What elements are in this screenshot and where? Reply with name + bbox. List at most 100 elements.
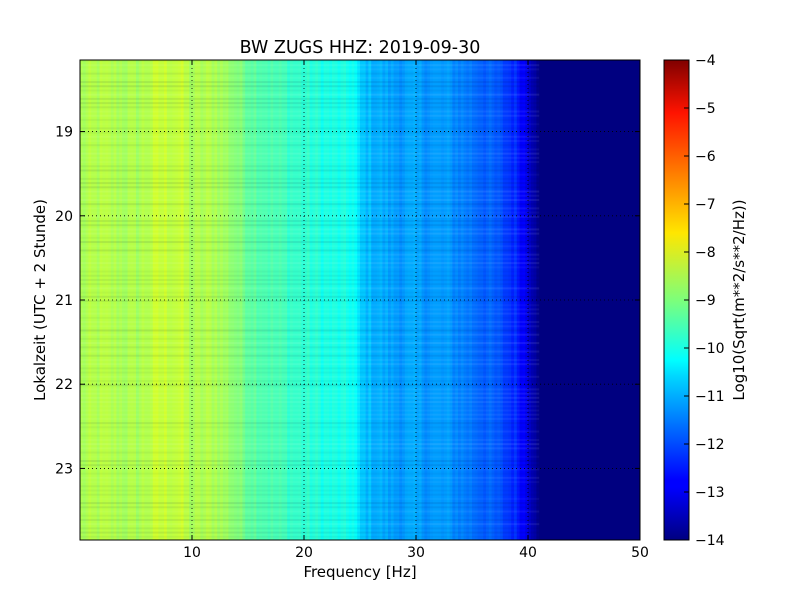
y-tick-label: 20 bbox=[55, 209, 73, 225]
heatmap-column bbox=[206, 60, 210, 540]
heatmap-stripe bbox=[80, 430, 540, 433]
heatmap-stripe bbox=[80, 85, 540, 88]
heatmap-stripe bbox=[80, 169, 540, 172]
y-tick-label: 23 bbox=[55, 461, 73, 477]
heatmap-column bbox=[385, 60, 389, 540]
heatmap-stripe bbox=[80, 253, 540, 256]
heatmap-column bbox=[340, 60, 344, 540]
heatmap-column bbox=[276, 60, 280, 540]
heatmap-stripe bbox=[80, 531, 540, 534]
heatmap-column bbox=[413, 60, 417, 540]
heatmap-column bbox=[220, 60, 224, 540]
x-tick-label: 20 bbox=[295, 545, 313, 561]
heatmap-column bbox=[508, 60, 512, 540]
heatmap-stripe bbox=[80, 413, 540, 416]
heatmap-stripe bbox=[80, 506, 540, 509]
heatmap-stripe bbox=[80, 97, 540, 100]
heatmap-stripe bbox=[80, 358, 540, 361]
heatmap-column bbox=[544, 60, 548, 540]
heatmap-stripe bbox=[80, 485, 540, 488]
heatmap-column bbox=[225, 60, 229, 540]
heatmap-column bbox=[320, 60, 324, 540]
heatmap-column bbox=[603, 60, 607, 540]
heatmap-column bbox=[105, 60, 109, 540]
heatmap-column bbox=[323, 60, 327, 540]
y-axis: 19 20 21 22 23 bbox=[55, 125, 640, 477]
heatmap-stripe bbox=[80, 68, 540, 71]
heatmap-stripe bbox=[80, 489, 540, 492]
heatmap-stripe bbox=[80, 325, 540, 328]
heatmap-column bbox=[337, 60, 341, 540]
heatmap-stripe bbox=[80, 215, 540, 218]
heatmap-column bbox=[292, 60, 296, 540]
heatmap-column bbox=[273, 60, 277, 540]
heatmap-column bbox=[600, 60, 604, 540]
heatmap-stripe bbox=[80, 473, 539, 475]
heatmap-stripe bbox=[80, 493, 540, 496]
heatmap-column bbox=[374, 60, 378, 540]
heatmap-stripe bbox=[80, 266, 540, 269]
colorbar: −4 −5 −6 −7 −8 −9 −10 −11 −12 −13 −14 Log10(Sqrt(m… bbox=[663, 53, 748, 549]
heatmap-stripe bbox=[80, 502, 540, 505]
heatmap-stripe bbox=[80, 93, 540, 96]
heatmap-column bbox=[393, 60, 397, 540]
heatmap-column bbox=[497, 60, 501, 540]
heatmap-column bbox=[441, 60, 445, 540]
x-tick-label: 10 bbox=[183, 545, 201, 561]
heatmap-column bbox=[253, 60, 257, 540]
heatmap-column bbox=[388, 60, 392, 540]
heatmap-stripe bbox=[80, 131, 540, 134]
heatmap-stripe bbox=[80, 207, 540, 210]
heatmap-stripe bbox=[80, 76, 540, 79]
heatmap-stripe bbox=[80, 203, 540, 206]
heatmap-column bbox=[505, 60, 509, 540]
heatmap-column bbox=[239, 60, 243, 540]
heatmap-stripe bbox=[80, 186, 540, 189]
heatmap-column bbox=[248, 60, 252, 540]
heatmap-column bbox=[368, 60, 372, 540]
heatmap-column bbox=[402, 60, 406, 540]
heatmap-column bbox=[189, 60, 193, 540]
heatmap-column bbox=[113, 60, 117, 540]
heatmap-column bbox=[598, 60, 602, 540]
heatmap-stripe bbox=[80, 396, 540, 399]
heatmap-column bbox=[516, 60, 520, 540]
heatmap-column bbox=[256, 60, 260, 540]
heatmap-column bbox=[488, 60, 492, 540]
heatmap-column bbox=[416, 60, 420, 540]
colorbar-tick-label: −4 bbox=[695, 53, 716, 69]
heatmap-stripe bbox=[80, 435, 539, 437]
y-tick-label: 21 bbox=[55, 293, 73, 309]
heatmap-stripe bbox=[80, 304, 539, 306]
heatmap-stripe bbox=[80, 198, 540, 201]
heatmap-column bbox=[519, 60, 523, 540]
heatmap-stripe bbox=[80, 498, 539, 500]
heatmap-column bbox=[351, 60, 355, 540]
heatmap-column bbox=[514, 60, 518, 540]
heatmap-stripe bbox=[80, 460, 540, 462]
heatmap-stripe bbox=[80, 367, 540, 370]
heatmap-column bbox=[245, 60, 249, 540]
heatmap-stripe bbox=[80, 237, 539, 239]
heatmap-stripe bbox=[80, 245, 540, 248]
heatmap-column bbox=[609, 60, 613, 540]
heatmap-stripe bbox=[80, 152, 540, 155]
heatmap-column bbox=[169, 60, 173, 540]
heatmap-stripe bbox=[80, 350, 540, 353]
chart-title: BW ZUGS HHZ: 2019-09-30 bbox=[240, 38, 481, 58]
heatmap-column bbox=[592, 60, 596, 540]
heatmap-stripe bbox=[80, 375, 540, 378]
y-tick-label: 22 bbox=[55, 377, 73, 393]
heatmap-column bbox=[122, 60, 126, 540]
heatmap-stripe bbox=[80, 161, 540, 164]
heatmap-column bbox=[332, 60, 336, 540]
heatmap-column bbox=[164, 60, 168, 540]
heatmap-stripe bbox=[80, 292, 539, 294]
heatmap-column bbox=[396, 60, 400, 540]
heatmap-stripe bbox=[80, 510, 540, 513]
heatmap-stripe bbox=[80, 468, 540, 471]
heatmap-column bbox=[116, 60, 120, 540]
heatmap-column bbox=[360, 60, 364, 540]
heatmap-stripe bbox=[80, 177, 540, 180]
heatmap-column bbox=[192, 60, 196, 540]
